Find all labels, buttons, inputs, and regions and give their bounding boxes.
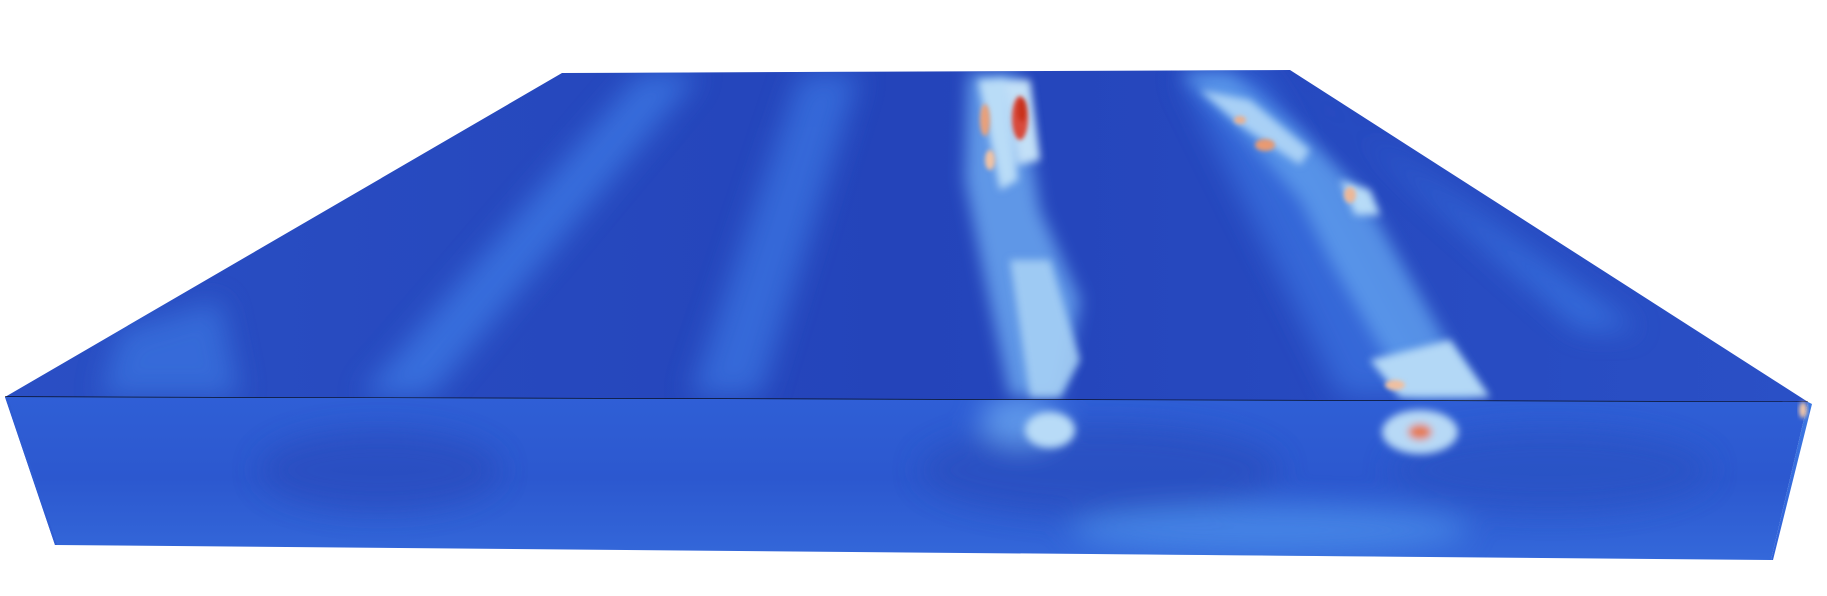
front-face bbox=[5, 397, 1808, 560]
top-face bbox=[4, 70, 1809, 403]
diffuse-streaks bbox=[100, 73, 1640, 397]
left-side-face bbox=[5, 397, 57, 545]
right-side-face bbox=[1771, 402, 1812, 560]
hot-spots bbox=[980, 96, 1405, 390]
